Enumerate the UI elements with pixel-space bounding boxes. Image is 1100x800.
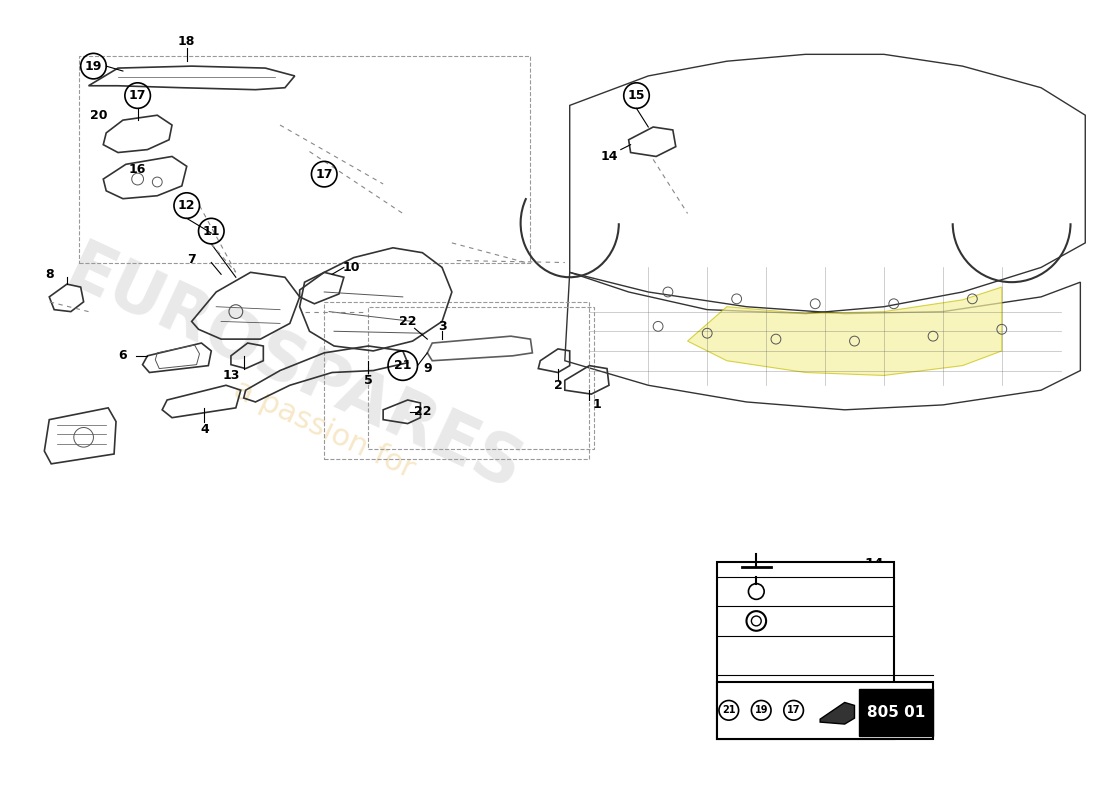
Text: a passion for: a passion for — [229, 375, 419, 484]
Text: 10: 10 — [343, 261, 361, 274]
Text: 1: 1 — [593, 398, 602, 411]
FancyBboxPatch shape — [859, 689, 933, 736]
Text: 19: 19 — [755, 706, 768, 715]
Text: 3: 3 — [438, 320, 447, 333]
Text: 8: 8 — [45, 268, 54, 281]
Text: 13: 13 — [222, 369, 240, 382]
Text: 6: 6 — [119, 350, 128, 362]
Text: 2: 2 — [553, 378, 562, 392]
Text: 18: 18 — [178, 35, 196, 48]
Text: 17: 17 — [786, 706, 801, 715]
Text: 17: 17 — [129, 89, 146, 102]
Text: EUROSPARES: EUROSPARES — [56, 236, 532, 505]
Text: 16: 16 — [129, 162, 146, 176]
Text: 20: 20 — [89, 109, 107, 122]
Text: 4: 4 — [200, 423, 209, 436]
Text: 22: 22 — [414, 406, 431, 418]
Text: 12: 12 — [865, 586, 884, 601]
Text: 14: 14 — [601, 150, 618, 163]
Text: 9: 9 — [424, 362, 431, 375]
FancyBboxPatch shape — [717, 682, 933, 738]
Text: 11: 11 — [865, 616, 884, 630]
Text: 21: 21 — [394, 359, 411, 372]
Text: 805 01: 805 01 — [867, 705, 925, 720]
Text: 15: 15 — [628, 89, 646, 102]
Text: 12: 12 — [178, 199, 196, 212]
Text: 22: 22 — [399, 315, 417, 328]
FancyBboxPatch shape — [717, 562, 894, 738]
Text: 17: 17 — [316, 168, 333, 181]
Text: 19: 19 — [85, 60, 102, 73]
Text: 11: 11 — [202, 225, 220, 238]
Text: 14: 14 — [865, 557, 884, 571]
Text: 21: 21 — [722, 706, 736, 715]
Text: 7: 7 — [187, 253, 196, 266]
Text: 5: 5 — [364, 374, 373, 387]
Polygon shape — [821, 702, 855, 724]
Polygon shape — [688, 287, 1002, 375]
